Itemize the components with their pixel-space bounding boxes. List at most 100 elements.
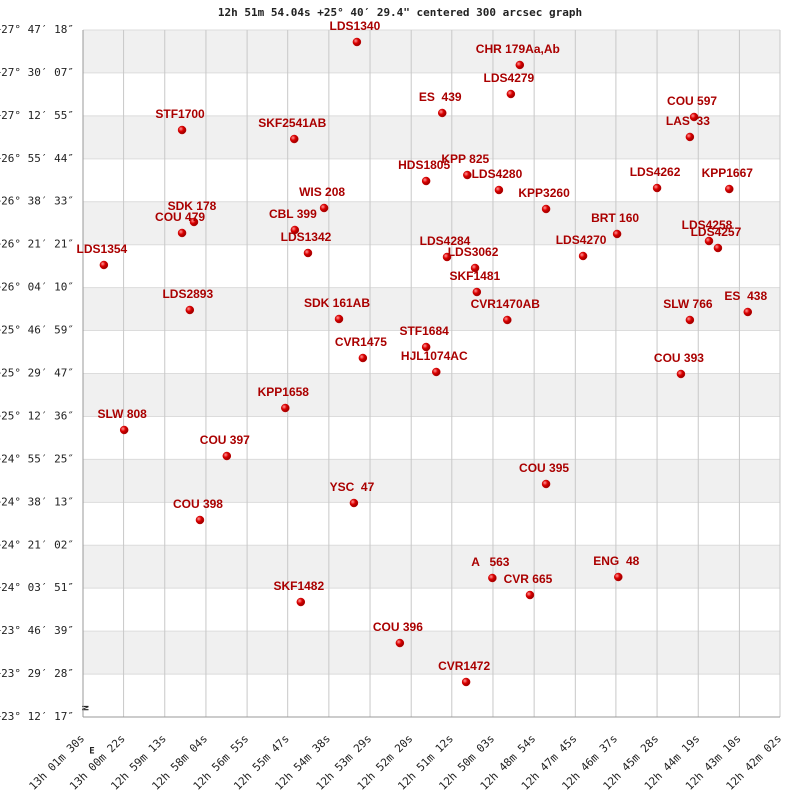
- star-label: YSC 47: [330, 480, 375, 494]
- star-point: [290, 225, 300, 235]
- star-point: [614, 572, 623, 582]
- star-point: [189, 217, 199, 227]
- star-label: CVR1472: [438, 659, 490, 673]
- star-point: [334, 314, 344, 324]
- star-point: [506, 89, 516, 99]
- y-tick-label: +26° 55′ 44″: [0, 152, 74, 165]
- star-point: [296, 597, 306, 607]
- stripe: [83, 631, 780, 675]
- star-point: [119, 425, 129, 435]
- star-point: [652, 183, 662, 193]
- star-point: [541, 479, 551, 489]
- star-label: LAS 33: [666, 114, 710, 128]
- star-point: [195, 515, 205, 525]
- star-point: [99, 260, 109, 270]
- y-tick-label: +24° 21′ 02″: [0, 538, 74, 551]
- star-label: LDS3062: [448, 245, 499, 259]
- star-label: CVR1470AB: [471, 297, 541, 311]
- star-label: LDS4284: [420, 234, 471, 248]
- star-label: CBL 399: [269, 207, 317, 221]
- star-point: [349, 498, 359, 508]
- star-label: KPP1667: [702, 166, 754, 180]
- star-label: SKF2541AB: [258, 116, 326, 130]
- star-point: [685, 315, 695, 325]
- stripe: [83, 373, 780, 417]
- y-tick-label: +25° 12′ 36″: [0, 409, 74, 422]
- star-label: SLW 808: [97, 407, 147, 421]
- star-point: [442, 252, 452, 262]
- star-point: [421, 342, 431, 352]
- star-label: KPP 825: [441, 152, 489, 166]
- star-point: [289, 134, 299, 144]
- north-marker: N: [82, 705, 92, 710]
- y-tick-label: +26° 38′ 33″: [0, 195, 74, 208]
- east-marker: E: [89, 747, 94, 757]
- y-tick-label: +24° 55′ 25″: [0, 452, 74, 465]
- star-label: CVR1475: [335, 335, 387, 349]
- stripe: [83, 30, 780, 73]
- star-label: SDK 161AB: [304, 296, 370, 310]
- star-label: STF1684: [399, 324, 449, 338]
- star-label: WIS 208: [299, 185, 345, 199]
- stripe: [83, 201, 780, 245]
- stripe: [83, 287, 780, 331]
- star-point: [395, 638, 405, 648]
- star-label: SLW 766: [663, 297, 713, 311]
- star-point: [319, 203, 329, 213]
- star-label: LDS1342: [281, 230, 332, 244]
- star-label: STF1700: [155, 107, 205, 121]
- star-label: LDS4270: [556, 233, 607, 247]
- star-label: COU 398: [173, 497, 223, 511]
- y-tick-label: +24° 38′ 13″: [0, 495, 74, 508]
- y-tick-label: +27° 30′ 07″: [0, 66, 74, 79]
- star-point: [472, 287, 482, 297]
- star-point: [352, 37, 362, 47]
- star-label: LDS4280: [472, 167, 523, 181]
- star-point: [713, 243, 723, 253]
- star-point: [743, 307, 753, 317]
- star-label: CHR 179Aa,Ab: [476, 42, 560, 56]
- star-label: KPP3260: [518, 186, 570, 200]
- star-point: [689, 112, 699, 122]
- star-label: HJL1074AC: [401, 349, 468, 363]
- stripe: [83, 115, 780, 159]
- star-point: [461, 677, 471, 687]
- star-point: [525, 590, 535, 600]
- star-label: LDS4258: [682, 218, 733, 232]
- y-tick-label: +23° 29′ 28″: [0, 667, 74, 680]
- star-label: SDK 178: [168, 199, 217, 213]
- star-point: [421, 176, 431, 186]
- star-point: [488, 573, 497, 583]
- star-point: [177, 228, 187, 238]
- plot-background: [82, 29, 781, 718]
- star-point: [612, 229, 622, 239]
- star-label: LDS1354: [77, 242, 128, 256]
- star-point: [177, 125, 187, 135]
- y-tick-label: +26° 21′ 21″: [0, 238, 74, 251]
- star-point: [437, 108, 447, 118]
- star-point: [685, 132, 695, 142]
- star-point: [463, 170, 472, 180]
- star-point: [432, 367, 441, 377]
- y-tick-label: +25° 46′ 59″: [0, 324, 74, 337]
- star-point: [515, 60, 525, 70]
- star-point: [494, 185, 504, 195]
- star-label: COU 597: [667, 94, 717, 108]
- star-label: COU 393: [654, 351, 704, 365]
- stripe: [83, 545, 780, 589]
- star-point: [185, 305, 195, 315]
- star-label: LDS4279: [484, 71, 535, 85]
- star-label: COU 395: [519, 461, 569, 475]
- star-point: [704, 236, 714, 246]
- star-point: [503, 315, 512, 325]
- star-label: BRT 160: [591, 211, 639, 225]
- star-label: LDS4257: [691, 225, 742, 239]
- y-tick-label: +24° 03′ 51″: [0, 581, 74, 594]
- star-label: COU 397: [200, 433, 250, 447]
- star-point: [358, 353, 368, 363]
- star-label: LDS1340: [330, 19, 381, 33]
- star-label: KPP1658: [258, 385, 310, 399]
- star-point: [222, 451, 232, 461]
